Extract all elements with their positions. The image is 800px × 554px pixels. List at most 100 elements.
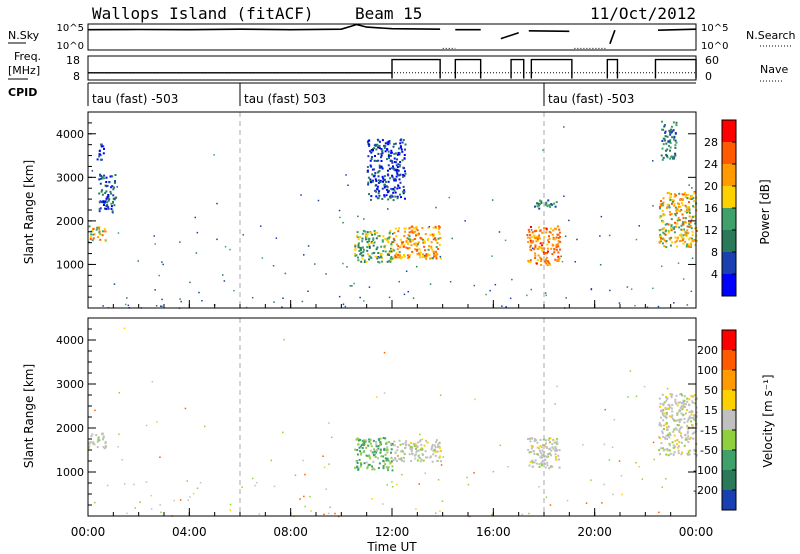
power-sparse-cell <box>435 206 437 209</box>
power-sparse-cell <box>216 238 218 241</box>
power-cell <box>408 235 411 238</box>
velocity-sparse-cell <box>613 419 616 421</box>
velocity-region-4 <box>658 393 698 457</box>
velocity-cell <box>356 449 359 451</box>
velocity-cell <box>665 399 668 402</box>
power-cell <box>104 207 106 210</box>
beam-title: Beam 15 <box>355 4 422 23</box>
power-cell <box>398 256 401 259</box>
velocity-cell <box>666 426 668 429</box>
power-cell <box>88 225 91 228</box>
power-cell <box>358 250 361 252</box>
velocity-sparse-cell <box>204 425 206 428</box>
power-cell <box>113 186 116 189</box>
freq-right-tick-top: 60 <box>705 54 719 67</box>
power-cell <box>101 189 104 192</box>
power-cell <box>689 245 692 248</box>
power-cell <box>417 233 420 236</box>
power-cell <box>415 234 417 237</box>
power-cell <box>662 201 665 204</box>
power-cell <box>377 152 380 155</box>
velocity-cell <box>544 455 547 458</box>
velocity-cell <box>666 437 668 440</box>
power-sparse-cell <box>127 304 130 307</box>
power-cell <box>691 194 693 197</box>
power-cell <box>673 136 676 139</box>
power-cell <box>553 251 556 254</box>
velocity-sparse-cell <box>323 466 326 469</box>
power-cell <box>403 190 406 193</box>
power-cell <box>407 257 410 260</box>
power-cell <box>554 205 557 208</box>
velocity-sparse-cell <box>189 496 191 498</box>
power-cell <box>399 193 401 196</box>
power-cell <box>413 238 416 240</box>
velocity-colorbar-cell-0 <box>722 490 736 510</box>
power-cell <box>378 190 381 193</box>
power-cell <box>670 225 673 228</box>
power-colorbar-label-1: 24 <box>704 158 718 171</box>
velocity-cell <box>359 445 362 448</box>
power-cell <box>105 205 108 207</box>
power-cell <box>414 230 417 233</box>
velocity-cell <box>693 394 696 397</box>
power-sparse-cell <box>345 174 347 176</box>
power-cell <box>425 253 428 256</box>
power-cell <box>541 231 544 234</box>
power-sparse-cell <box>351 285 353 287</box>
velocity-cell <box>678 431 681 434</box>
power-cell <box>110 207 113 210</box>
power-sparse-cell <box>688 184 690 186</box>
power-sparse-cell <box>448 196 450 199</box>
power-cell <box>661 210 664 212</box>
power-sparse-cell <box>194 216 196 219</box>
velocity-sparse-cell <box>545 496 548 498</box>
power-cell <box>107 194 110 196</box>
power-panel-frame <box>87 111 697 309</box>
power-cell <box>426 239 429 242</box>
power-cell <box>402 185 405 188</box>
power-cell <box>363 248 365 251</box>
power-cell <box>370 181 372 184</box>
power-cell <box>370 151 373 154</box>
power-sparse-cell <box>428 226 431 228</box>
power-cell <box>546 205 549 208</box>
power-cell <box>415 233 418 236</box>
power-cell <box>386 186 389 189</box>
power-cell <box>388 142 391 145</box>
power-colorbar-cell-2 <box>722 230 736 252</box>
velocity-sparse-cell <box>442 456 445 458</box>
power-cell <box>400 257 403 260</box>
power-sparse-cell <box>161 305 163 308</box>
velocity-cell <box>373 448 376 451</box>
velocity-cell <box>659 447 662 450</box>
velocity-sparse-cell <box>611 446 614 448</box>
power-cell <box>437 227 440 230</box>
noise-left-tick-top: 10^5 <box>57 23 84 34</box>
velocity-cell <box>686 400 689 403</box>
velocity-cell <box>668 449 671 452</box>
velocity-cell <box>554 445 557 448</box>
power-ylabel: Slant Range [km] <box>22 160 36 264</box>
power-cell <box>676 245 679 248</box>
velocity-sparse-cell <box>566 499 569 502</box>
power-cell <box>393 143 396 146</box>
power-cell <box>365 236 367 239</box>
power-cell <box>670 125 673 128</box>
velocity-cell <box>394 457 397 459</box>
velocity-cell <box>416 450 419 452</box>
power-cell <box>426 254 429 257</box>
power-cell <box>670 128 673 131</box>
power-cell <box>395 252 398 255</box>
velocity-sparse-cell <box>383 351 386 354</box>
power-cell <box>532 234 535 237</box>
velocity-cell <box>357 438 360 441</box>
velocity-cell <box>382 455 385 458</box>
velocity-cell <box>415 446 418 449</box>
velocity-cell <box>538 447 540 450</box>
power-cell <box>401 141 404 144</box>
power-cell <box>404 172 407 175</box>
power-cell <box>387 153 390 156</box>
velocity-cell <box>410 459 413 462</box>
power-cell <box>393 249 396 252</box>
